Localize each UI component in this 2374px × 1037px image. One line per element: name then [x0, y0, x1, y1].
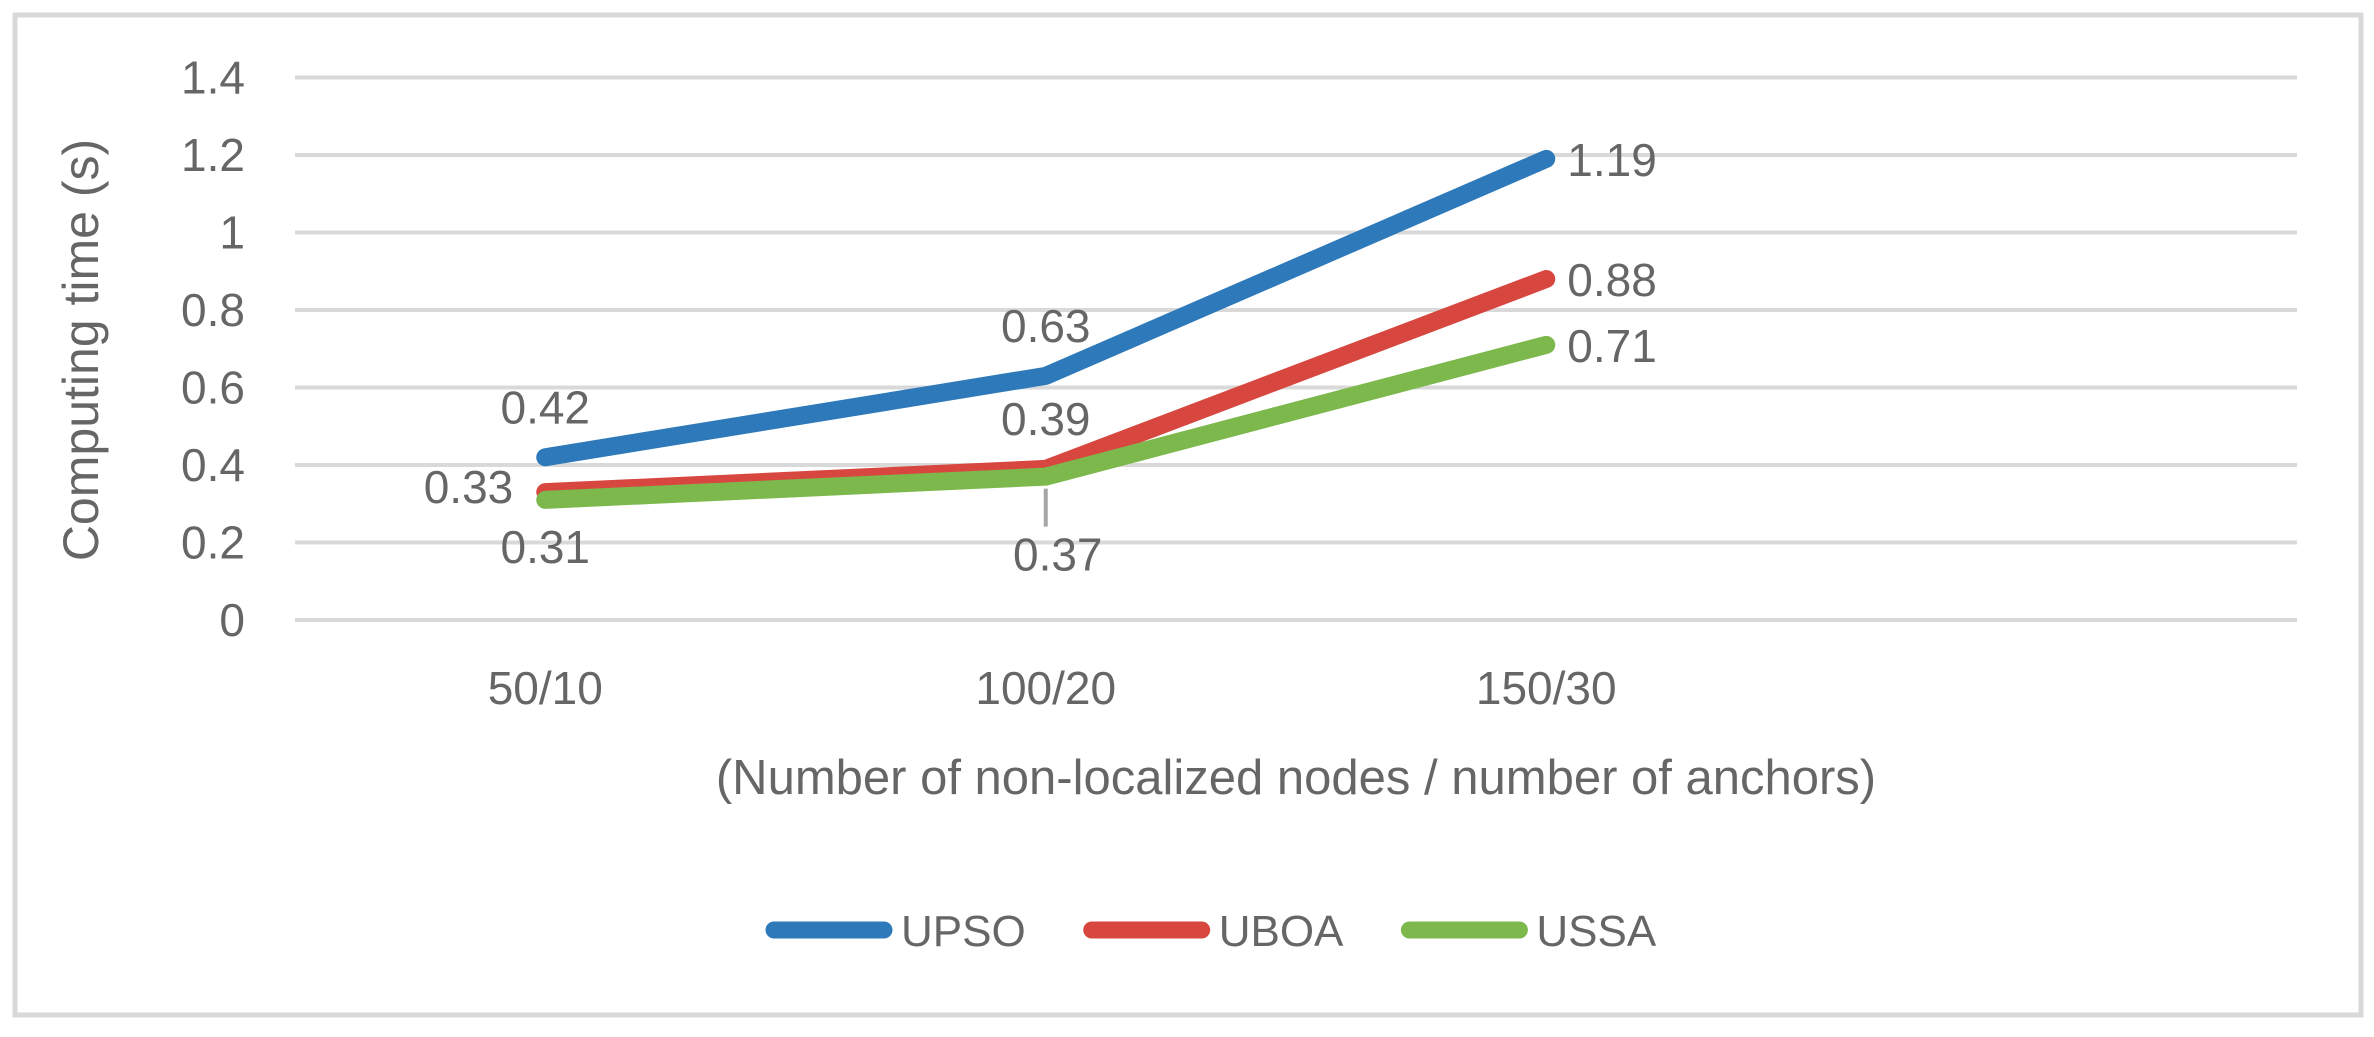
legend-item-upso: UPSO	[765, 907, 1026, 956]
y-tick-label: 1	[219, 207, 245, 259]
legend-item-ussa: USSA	[1400, 907, 1657, 956]
y-tick-label: 1.4	[181, 52, 245, 104]
legend-label-ussa: USSA	[1536, 907, 1656, 956]
x-axis-title: (Number of non-localized nodes / number …	[716, 751, 1876, 805]
series-line-ussa	[536, 335, 1556, 509]
data-label-uboa-50/10: 0.33	[424, 461, 514, 513]
data-label-ussa-100/20: 0.37	[1013, 529, 1103, 581]
data-label-ussa-150/30: 0.71	[1567, 320, 1657, 372]
x-tick-label: 100/20	[975, 662, 1116, 714]
x-tick-label: 50/10	[488, 662, 603, 714]
x-tick-label: 150/30	[1476, 662, 1617, 714]
data-label-upso-50/10: 0.42	[500, 381, 590, 433]
y-axis-tick-labels: 0 0.2 0.4 0.6 0.8 1 1.2 1.4	[181, 52, 245, 647]
legend: UPSO UBOA USSA	[765, 907, 1657, 956]
y-tick-label: 0.8	[181, 284, 245, 336]
y-tick-label: 0	[219, 594, 245, 646]
legend-label-upso: UPSO	[901, 907, 1026, 956]
legend-item-uboa: UBOA	[1083, 907, 1344, 956]
legend-label-uboa: UBOA	[1219, 907, 1344, 956]
y-tick-label: 0.6	[181, 362, 245, 414]
gridlines	[295, 75, 2297, 622]
x-axis-tick-labels: 50/10 100/20 150/30	[488, 662, 1617, 714]
y-tick-label: 1.2	[181, 129, 245, 181]
y-tick-label: 0.2	[181, 517, 245, 569]
data-label-uboa-100/20: 0.39	[1001, 393, 1091, 445]
data-label-upso-150/30: 1.19	[1567, 134, 1657, 186]
data-labels: 0.42 0.63 1.19 0.33 0.39 0.88 0.31 0.37 0.71	[424, 134, 1657, 581]
chart-frame-border	[12, 12, 2364, 1018]
series-lines	[536, 149, 1556, 509]
y-axis-title: Computing time (s)	[53, 139, 109, 561]
data-label-uboa-150/30: 0.88	[1567, 254, 1657, 306]
y-tick-label: 0.4	[181, 439, 245, 491]
data-label-ussa-50/10: 0.31	[500, 521, 590, 573]
data-label-upso-100/20: 0.63	[1001, 300, 1091, 352]
series-line-upso	[536, 149, 1556, 467]
